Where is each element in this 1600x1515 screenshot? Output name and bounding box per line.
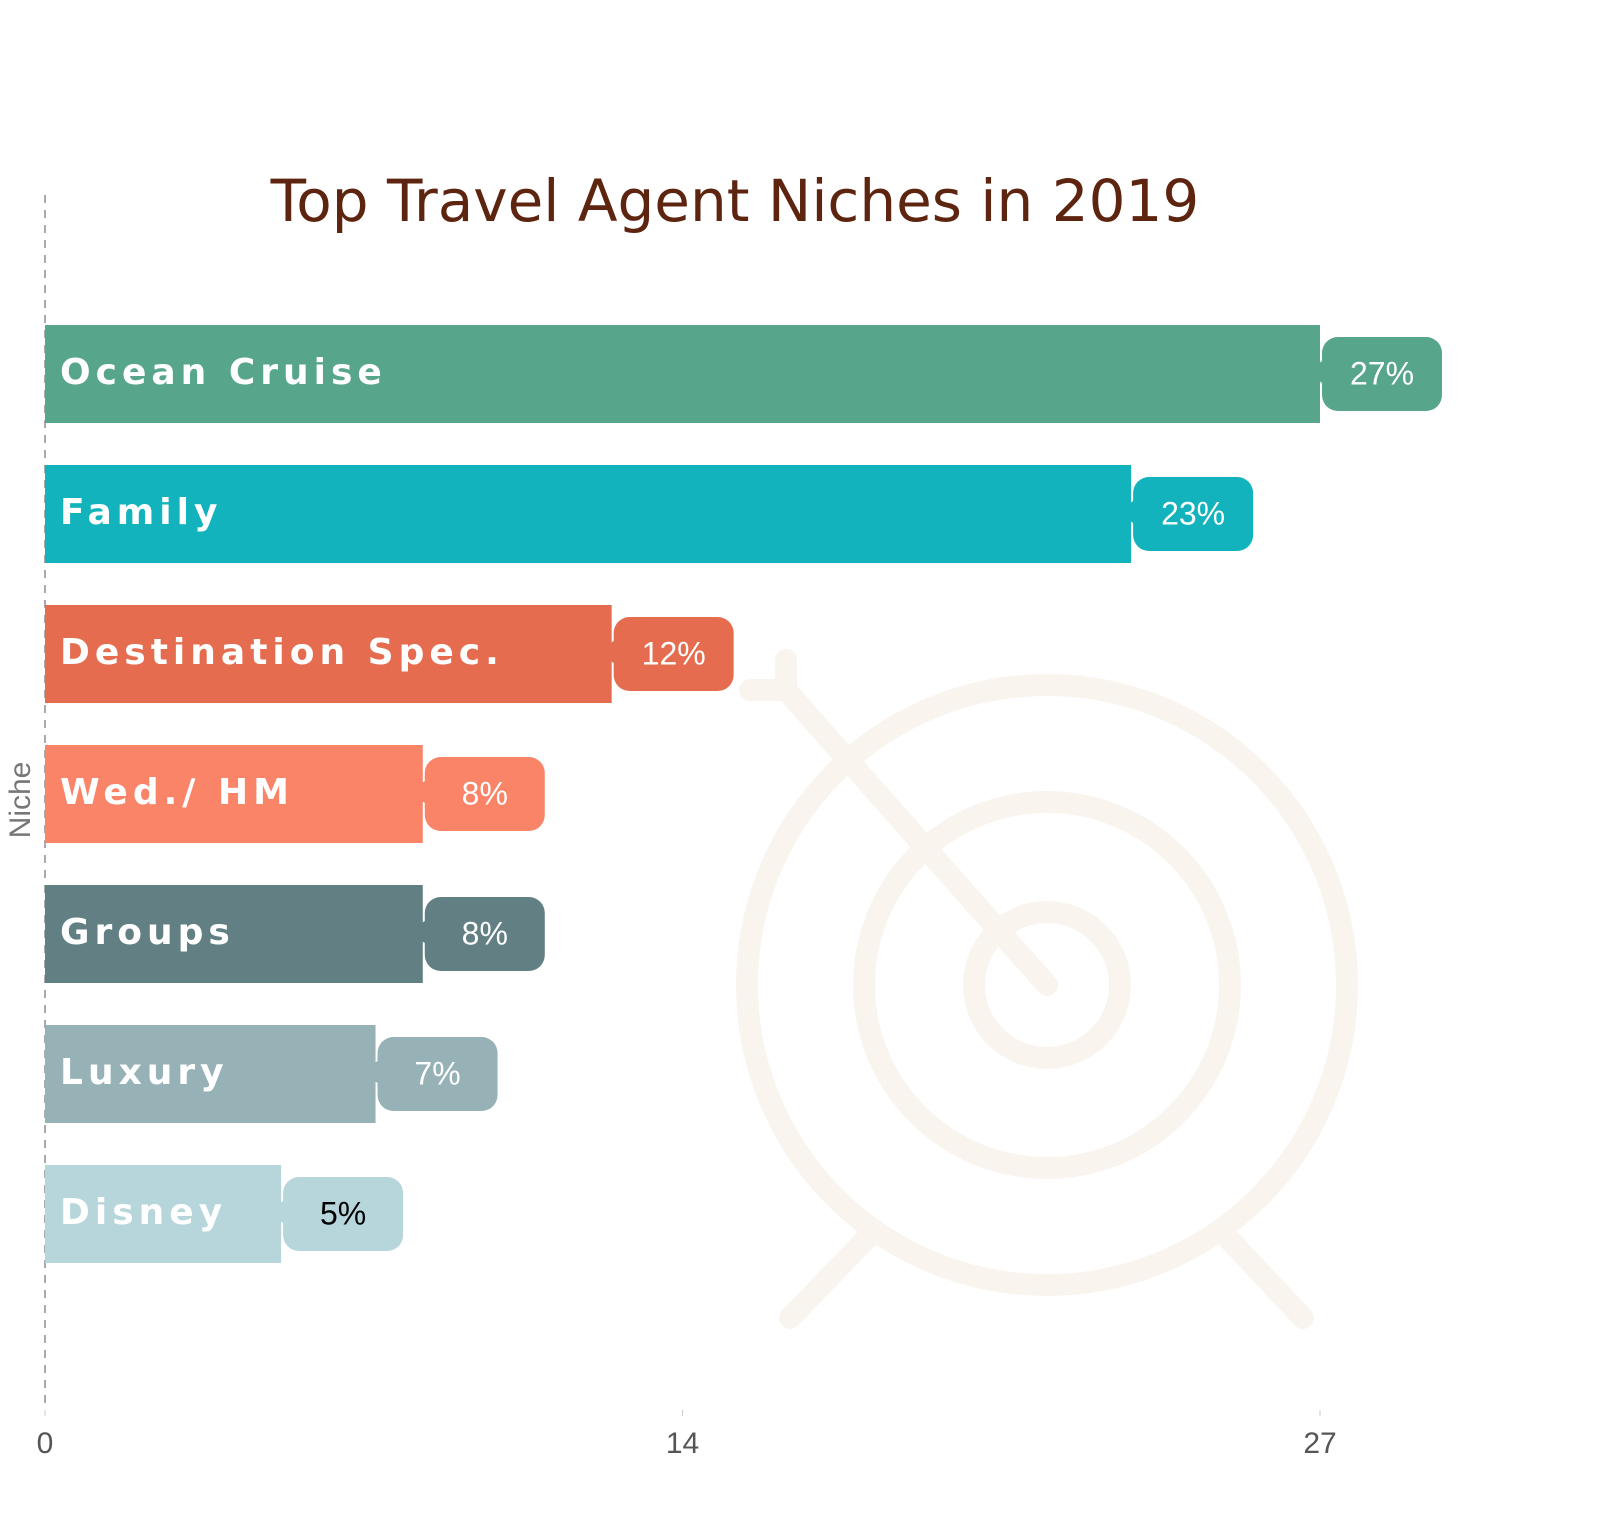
- category-label: Disney: [60, 1192, 227, 1233]
- callout: [361, 1037, 498, 1111]
- category-label: Groups: [60, 912, 235, 953]
- value-label: 12%: [642, 635, 706, 671]
- value-label: 8%: [462, 775, 508, 811]
- callout: [597, 617, 734, 691]
- chart-title: Top Travel Agent Niches in 2019: [270, 167, 1200, 235]
- value-label: 8%: [462, 915, 508, 951]
- category-label: Wed./ HM: [60, 772, 294, 813]
- value-label: 7%: [414, 1055, 460, 1091]
- value-label: 27%: [1350, 355, 1414, 391]
- callout: [408, 757, 545, 831]
- bar: [45, 325, 1320, 423]
- callout: [1117, 477, 1254, 551]
- x-tick-label: 0: [37, 1427, 54, 1460]
- category-label: Family: [60, 492, 222, 533]
- callout: [267, 1177, 404, 1251]
- x-tick-label: 14: [666, 1427, 699, 1460]
- target-icon: [736, 649, 1358, 1329]
- callout: [1306, 337, 1442, 411]
- x-tick-label: 27: [1303, 1427, 1336, 1460]
- bar: [45, 745, 423, 843]
- category-label: Ocean Cruise: [60, 352, 387, 393]
- bar: [45, 1165, 282, 1263]
- bar: [45, 465, 1132, 563]
- callout: [408, 897, 545, 971]
- y-axis-label: Niche: [4, 762, 37, 839]
- category-label: Luxury: [60, 1052, 229, 1093]
- bar: [45, 1025, 376, 1123]
- value-label: 5%: [320, 1195, 366, 1231]
- bar: [45, 605, 612, 703]
- category-label: Destination Spec.: [60, 632, 504, 673]
- bar: [45, 885, 423, 983]
- value-label: 23%: [1161, 495, 1225, 531]
